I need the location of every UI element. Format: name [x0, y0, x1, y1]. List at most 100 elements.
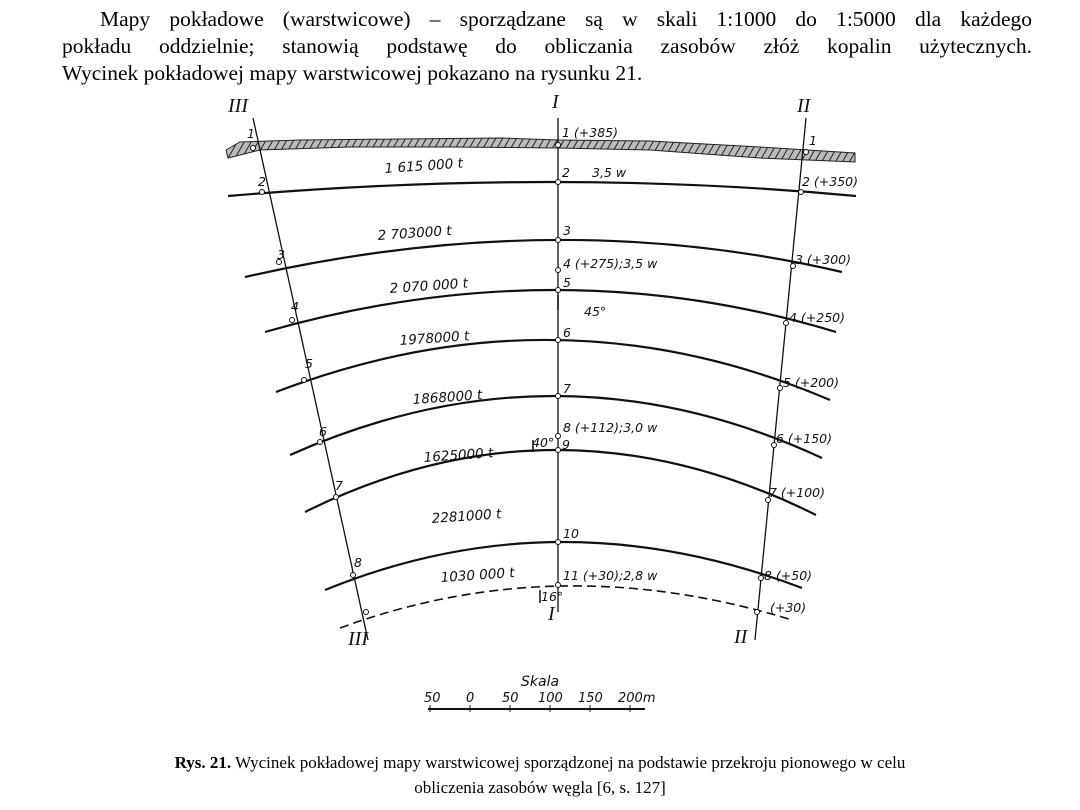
node	[798, 189, 804, 195]
node	[555, 179, 561, 185]
contour-line	[304, 448, 817, 516]
surface	[225, 137, 856, 163]
section-label: I	[551, 91, 560, 113]
point-label: 2	[562, 165, 570, 180]
node	[350, 572, 356, 578]
point-label: 8	[354, 555, 362, 570]
point-label: 4 (+275);3,5 w	[563, 256, 658, 271]
paragraph-line: Mapy pokładowe (warstwicowe) – sporządza…	[100, 7, 1032, 31]
tonnage-label: 2281000 t	[431, 506, 502, 527]
section-II	[754, 117, 807, 641]
node	[765, 497, 771, 503]
node	[333, 494, 339, 500]
point-label: 8 (+112);3,0 w	[563, 420, 658, 435]
point-label: 5	[563, 275, 571, 290]
point-label: 6	[563, 325, 571, 340]
scale-tick-label: 100	[538, 691, 563, 706]
node	[555, 433, 561, 439]
point-label: 4 (+250)	[789, 310, 845, 325]
paragraph-line: Wycinek pokładowej mapy warstwicowej pok…	[62, 61, 643, 85]
tonnage-label: 1 615 000 t	[384, 156, 464, 177]
node	[758, 575, 764, 581]
caption-text: Wycinek pokładowej mapy warstwicowej spo…	[235, 753, 906, 772]
node	[803, 149, 809, 155]
node	[555, 237, 561, 243]
tonnage-label: 2 703000 t	[377, 223, 453, 244]
node	[555, 287, 561, 293]
point-label: 2 (+350)	[802, 174, 858, 189]
scale-tick-label: 50	[502, 691, 519, 706]
scale-tick-label: 0	[466, 691, 474, 706]
point-label: 45°	[584, 304, 606, 319]
point-label: 3,5 w	[592, 165, 627, 180]
point-label: 3	[277, 247, 285, 262]
section-label: I	[547, 603, 556, 625]
paragraph-line: pokładu oddzielnie; stanowią podstawę do…	[62, 34, 1032, 58]
point-label: 7	[335, 478, 343, 493]
point-label: 1 (+385)	[562, 125, 618, 140]
point-label: 10	[563, 526, 579, 541]
point-label: 11 (+30);2,8 w	[563, 568, 658, 583]
caption-label: Rys. 21.	[174, 753, 232, 772]
point-label: 5 (+200)	[783, 375, 839, 390]
node	[790, 263, 796, 269]
caption-text: obliczenia zasobów węgla [6, s. 127]	[414, 778, 666, 797]
node	[259, 189, 265, 195]
node	[777, 385, 783, 391]
scale-title: Skala	[521, 674, 559, 690]
node	[555, 539, 561, 545]
point-label: 8 (+50)	[764, 568, 812, 583]
node	[317, 439, 323, 445]
node	[250, 145, 256, 151]
point-label: 1	[809, 133, 817, 148]
node	[555, 267, 561, 273]
point-label: 3 (+300)	[795, 252, 851, 267]
point-label: 6 (+150)	[776, 431, 832, 446]
point-label: 7	[563, 381, 571, 396]
contour-line	[264, 288, 837, 334]
node	[555, 582, 561, 588]
scale-tick-label: 200m	[618, 691, 655, 706]
contour-line	[244, 238, 843, 279]
point-label: 16°	[541, 589, 563, 604]
tonnage-label: 2 070 000 t	[389, 276, 469, 297]
point-label: 1	[247, 126, 255, 141]
node	[555, 393, 561, 399]
paragraph: Mapy pokładowe (warstwicowe) – sporządza…	[62, 6, 1032, 87]
point-label: 2	[258, 174, 266, 189]
section-label: III	[227, 95, 249, 117]
node	[363, 609, 369, 615]
node	[555, 337, 561, 343]
tonnage-label: 1030 000 t	[440, 565, 516, 586]
point-label: (+30)	[770, 600, 806, 615]
contour-line	[227, 180, 857, 198]
tonnage-label: 1978000 t	[399, 328, 470, 349]
scale-tick-label: 150	[578, 691, 603, 706]
point-label: 7 (+100)	[769, 485, 825, 500]
point-label: 3	[563, 223, 571, 238]
point-label: 6	[319, 424, 327, 439]
node	[555, 447, 561, 453]
node	[771, 442, 777, 448]
caption: Rys. 21. Wycinek pokładowej mapy warstwi…	[0, 750, 1080, 800]
node	[754, 609, 760, 615]
point-label: 40°	[532, 435, 554, 450]
contour-dashed	[339, 585, 793, 629]
scale-tick-label: 50	[424, 691, 441, 706]
section-label: II	[733, 626, 749, 648]
node	[276, 259, 282, 265]
section-label: III	[347, 628, 369, 650]
point-label: 9	[562, 437, 570, 452]
node	[555, 142, 561, 148]
tonnage-label: 1868000 t	[412, 387, 483, 408]
contour-line	[275, 338, 831, 402]
node	[783, 320, 789, 326]
tonnage-label: 1625000 t	[423, 445, 494, 466]
node	[301, 377, 307, 383]
point-label: 4	[291, 299, 299, 314]
point-label: 5	[305, 356, 313, 371]
section-label: II	[796, 95, 812, 117]
node	[289, 317, 295, 323]
